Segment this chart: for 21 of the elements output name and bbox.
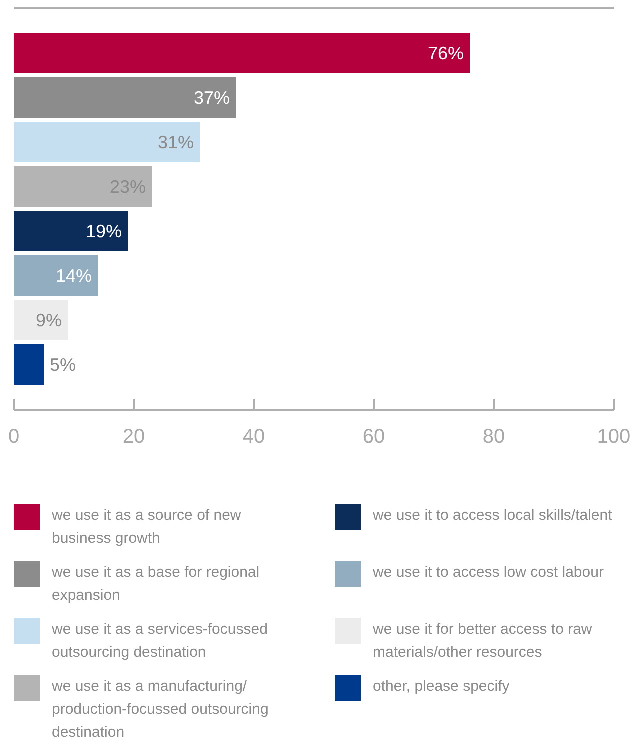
x-tick-label: 20 bbox=[122, 426, 146, 448]
data-label: 31% bbox=[158, 132, 194, 153]
legend-label: we use it to access local skills/talent bbox=[373, 507, 612, 524]
legend-label: we use it as a manufacturing/production-focussed outsourcing destination bbox=[52, 678, 269, 740]
data-label: 19% bbox=[86, 222, 122, 242]
data-label: 37% bbox=[194, 88, 230, 108]
data-label: 76% bbox=[428, 44, 464, 64]
legend-label: we use it as a services-focussed outsourcing destination bbox=[52, 621, 268, 661]
data-label: 5% bbox=[50, 355, 76, 376]
legend-label: we use it as a base for regional expansion bbox=[52, 564, 260, 604]
x-tick-label: 0 bbox=[8, 426, 20, 448]
data-label: 9% bbox=[36, 310, 62, 331]
legend-label: we use it as a source of new business growth bbox=[52, 507, 242, 547]
x-tick-label: 80 bbox=[482, 426, 506, 448]
x-tick-label: 100 bbox=[597, 426, 631, 448]
data-label: 14% bbox=[56, 266, 92, 286]
x-tick-label: 60 bbox=[362, 426, 386, 448]
x-tick-label: 40 bbox=[242, 426, 266, 448]
legend-label: we use it for better access to raw materials/other resources bbox=[373, 621, 592, 661]
legend-label: we use it to access low cost labour bbox=[373, 564, 604, 581]
legend-label: other, please specify bbox=[373, 678, 510, 695]
